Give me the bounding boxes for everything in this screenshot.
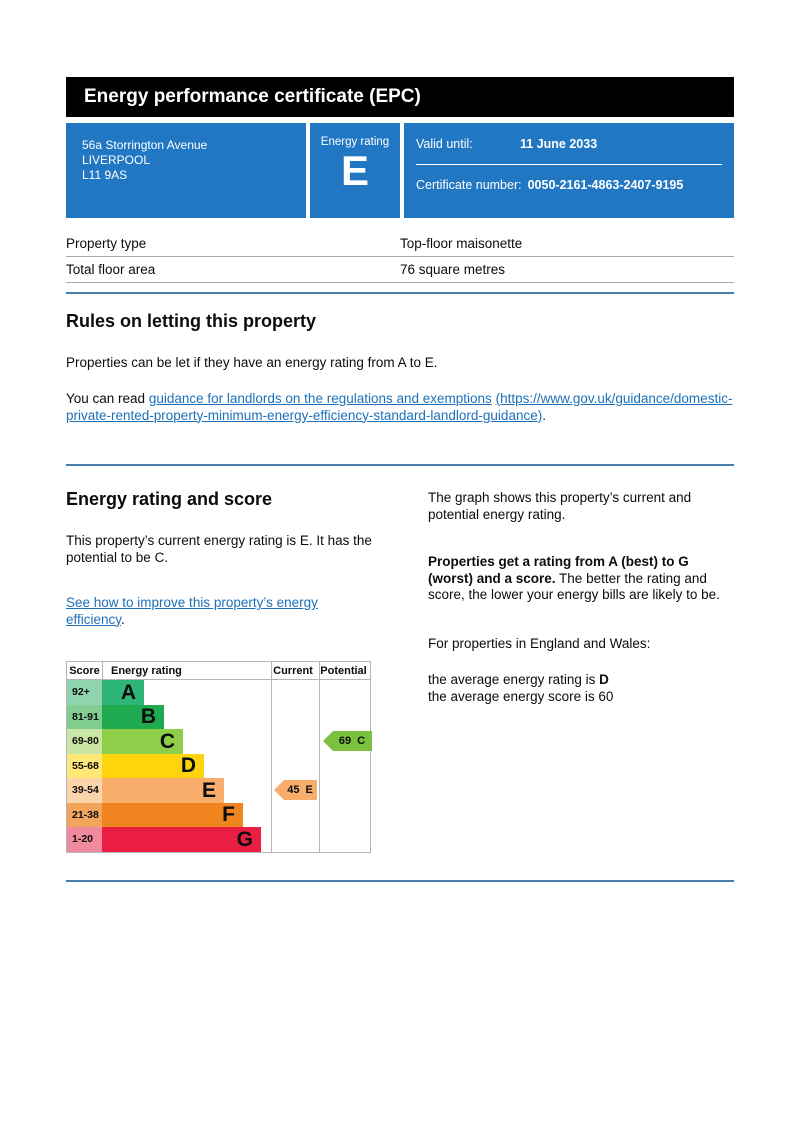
property-type-label: Property type — [66, 236, 147, 251]
guidance-prefix: You can read — [66, 391, 149, 406]
band-bar: C — [102, 729, 183, 754]
property-address: 56a Storrington Avenue LIVERPOOL L11 9AS — [66, 123, 306, 218]
certificate-title-bar: Energy performance certificate (EPC) — [66, 77, 734, 117]
page-title: Energy performance certificate (EPC) — [84, 86, 421, 107]
table-row: Property type Top-floor maisonette — [66, 231, 734, 257]
band-score-range: 92+ — [67, 680, 102, 705]
letting-rules-heading: Rules on letting this property — [66, 311, 317, 331]
rating-explanation-rest: The better the rating and score, the low… — [428, 570, 720, 603]
rating-explanation-bold: Properties get a rating from A (best) to… — [428, 554, 689, 586]
band-bar: E — [102, 778, 224, 803]
certificate-summary-panel: 56a Storrington Avenue LIVERPOOL L11 9AS… — [66, 123, 734, 218]
band-score-range: 39-54 — [67, 778, 102, 803]
chart-header-row: Score Energy rating Current Potential — [67, 662, 370, 680]
chart-grid-line — [102, 662, 103, 680]
rating-band-a: 92+ A — [67, 680, 370, 705]
section-divider — [66, 880, 734, 882]
avg-rating-prefix: the average energy rating is — [428, 672, 600, 687]
table-row: Total floor area 76 square metres — [66, 257, 734, 283]
address-line-2: LIVERPOOL — [82, 153, 151, 167]
letting-rules-paragraph: Properties can be let if they have an en… — [66, 355, 438, 370]
epc-rating-chart: Score Energy rating Current Potential 92… — [66, 661, 372, 853]
energy-rating-label: Energy rating — [320, 136, 390, 148]
band-score-range: 1-20 — [67, 827, 102, 852]
potential-score: 69 — [338, 735, 352, 747]
band-bar: G — [102, 827, 261, 852]
certificate-number-label: Certificate number: — [416, 178, 522, 192]
letting-rules-guidance-paragraph: You can read guidance for landlords on t… — [66, 391, 734, 424]
address-line-1: 56a Storrington Avenue — [82, 138, 208, 152]
rating-band-g: 1-20 G — [67, 827, 370, 852]
england-wales-text: For properties in England and Wales: — [428, 635, 651, 651]
certificate-number-row: Certificate number: 0050-2161-4863-2407-… — [416, 178, 722, 192]
avg-score-text: the average energy score is 60 — [428, 688, 614, 704]
band-bar: F — [102, 802, 243, 827]
rating-band-f: 21-38 F — [67, 802, 370, 827]
landlord-guidance-link[interactable]: guidance for landlords on the regulation… — [148, 391, 492, 406]
rating-band-d: 55-68 D — [67, 753, 370, 778]
section-divider — [66, 292, 734, 294]
valid-until-date: 11 June 2033 — [520, 137, 598, 151]
address-line-3: L11 9AS — [82, 168, 128, 182]
band-bar: B — [102, 704, 164, 729]
chart-header-score: Score — [69, 664, 100, 677]
graph-description: The graph shows this property’s current … — [428, 490, 692, 522]
current-arrow: 45 E — [274, 780, 317, 800]
chart-header-rating: Energy rating — [111, 664, 182, 677]
potential-letter: C — [357, 735, 366, 747]
valid-until-label: Valid until: — [416, 137, 473, 151]
chart-header-current: Current — [273, 664, 313, 677]
valid-until-row: Valid until: 11 June 2033 — [416, 137, 722, 151]
rating-explanation-column: The graph shows this property’s current … — [428, 490, 736, 705]
energy-rating-box: Energy rating E — [310, 123, 400, 218]
improve-suffix: . — [121, 611, 125, 627]
rating-band-e: 39-54 E — [67, 778, 370, 803]
rating-explanation: Properties get a rating from A (best) to… — [428, 554, 736, 604]
band-bar: A — [102, 680, 144, 705]
band-score-range: 21-38 — [67, 802, 102, 827]
validity-box: Valid until: 11 June 2033 Certificate nu… — [404, 123, 734, 218]
band-score-range: 69-80 — [67, 729, 102, 754]
floor-area-value: 76 square metres — [400, 262, 506, 277]
rating-band-c: 69-80 C — [67, 729, 370, 754]
chart-header-potential: Potential — [320, 664, 367, 677]
current-rating-text: This property’s current energy rating is… — [66, 533, 372, 565]
section-divider — [66, 464, 734, 466]
band-score-range: 55-68 — [67, 753, 102, 778]
current-score: 45 — [287, 784, 300, 796]
potential-arrow: 69 C — [323, 731, 372, 751]
property-type-value: Top-floor maisonette — [400, 236, 523, 251]
energy-rating-value: E — [340, 147, 369, 194]
improve-efficiency-paragraph: See how to improve this property’s energ… — [66, 595, 380, 628]
current-letter: E — [305, 784, 313, 796]
guidance-suffix: . — [542, 407, 546, 423]
certificate-number-value: 0050-2161-4863-2407-9195 — [527, 178, 684, 192]
chart-grid-line — [319, 662, 320, 852]
chart-grid-line — [271, 662, 272, 852]
validity-divider — [416, 164, 722, 165]
property-summary-table: Property type Top-floor maisonette Total… — [66, 231, 734, 283]
rating-band-b: 81-91 B — [67, 704, 370, 729]
rating-section-heading: Energy rating and score — [66, 489, 273, 509]
avg-rating-value: D — [599, 672, 609, 687]
band-score-range: 81-91 — [67, 704, 102, 729]
landlord-guidance-url-link[interactable]: (https://www.gov.uk/guidance/domestic-pr… — [66, 391, 733, 423]
improve-efficiency-link[interactable]: See how to improve this property’s energ… — [66, 595, 318, 627]
band-bar: D — [102, 753, 204, 778]
floor-area-label: Total floor area — [66, 262, 156, 277]
